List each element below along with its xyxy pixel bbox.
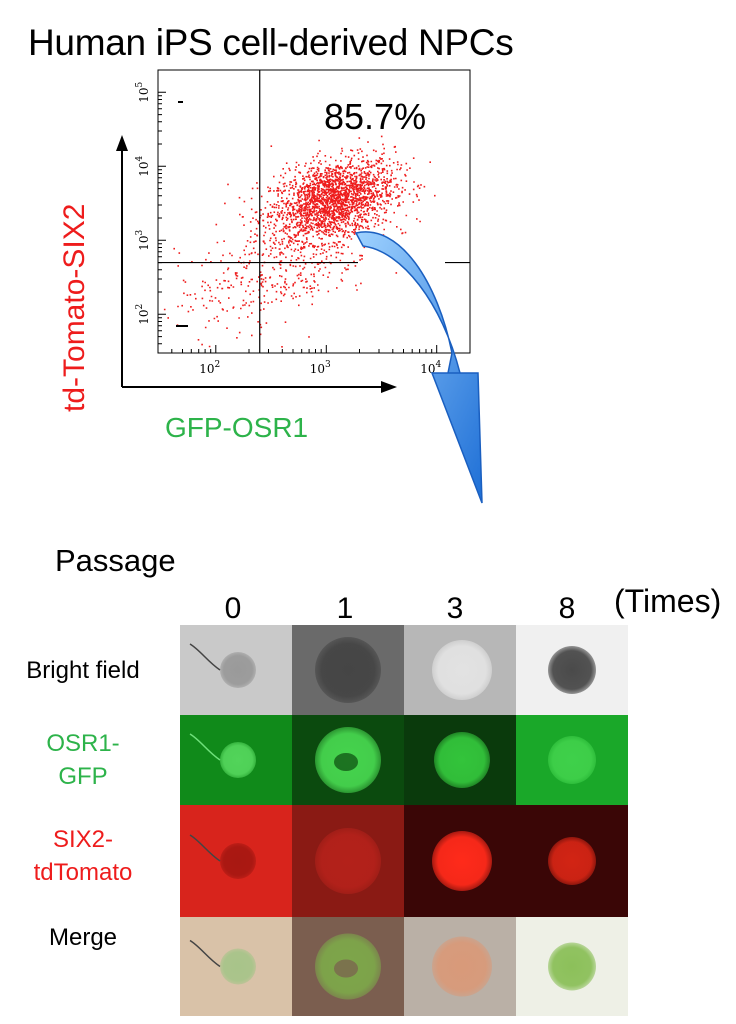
micrograph-image [180,625,292,715]
y-tick-exponent: 3 [135,230,145,236]
micrograph-image [292,715,404,805]
row-label-six2-tdtomato: SIX2- tdTomato [0,823,166,889]
micrograph-image [404,625,516,715]
micrograph-merge-passage-1 [292,917,404,1016]
micrograph-image [180,715,292,805]
figure-title: Human iPS cell-derived NPCs [28,22,514,63]
y-tick-exponent: 2 [135,304,145,310]
micrograph-osr1-gfp-passage-8 [516,715,628,805]
row-label-merge: Merge [0,921,166,954]
micrograph-image [516,917,628,1016]
y-tick-base: 10 [137,310,151,325]
micrograph-image [292,805,404,917]
micrograph-six2-tdtomato-passage-3 [404,805,516,917]
micrograph-osr1-gfp-passage-1 [292,715,404,805]
row-label-line: Merge [48,924,118,951]
micrograph-merge-passage-3 [404,917,516,1016]
micrograph-osr1-gfp-passage-0 [180,715,292,805]
facs-dot-cloud [163,135,436,348]
row-label-line: tdTomato [33,859,133,886]
micrograph-image [404,805,516,917]
facs-y-axis-label: td-Tomato-SIX2 [58,203,91,412]
x-tick-exponent: 4 [436,360,442,370]
micrograph-bright-field-passage-8 [516,625,628,715]
facs-plot-frame [157,69,471,354]
micrograph-bright-field-passage-1 [292,625,404,715]
micrograph-image [404,715,516,805]
facs-y-axis-arrowhead [116,135,128,151]
facs-gate-percentage: 85.7% [324,96,427,137]
row-label-line: OSR1- [46,730,120,757]
micrograph-bright-field-passage-0 [180,625,292,715]
micrograph-image [516,715,628,805]
micrograph-merge-passage-8 [516,917,628,1016]
y-tick-exponent: 4 [135,156,145,162]
x-tick-exponent: 2 [215,360,221,370]
y-tick-base: 10 [137,236,151,251]
facs-x-axis-arrowhead [381,381,397,393]
y-tick-base: 10 [137,88,151,103]
row-label-osr1-gfp: OSR1- GFP [0,727,166,793]
row-label-bright-field: Bright field [0,654,166,687]
facs-tick-marks [157,69,471,354]
facs-tick-path [157,69,471,354]
facs-dots [163,135,436,348]
micrograph-image [180,805,292,917]
micrograph-grid [180,625,628,1016]
pointer-arrow-icon [354,231,483,504]
passage-unit-label: (Times) [614,583,722,619]
facs-x-axis-label: GFP-OSR1 [165,412,309,443]
y-tick-label: 102 [135,304,151,325]
row-label-line: Bright field [26,657,140,684]
micrograph-six2-tdtomato-passage-0 [180,805,292,917]
passage-column-3: 3 [446,592,464,625]
micrograph-image [292,625,404,715]
micrograph-image [516,625,628,715]
y-tick-label: 105 [135,82,151,103]
row-label-line: GFP [58,763,108,790]
micrograph-bright-field-passage-3 [404,625,516,715]
passage-label: Passage [55,543,176,578]
micrograph-osr1-gfp-passage-3 [404,715,516,805]
micrograph-merge-passage-0 [180,917,292,1016]
y-tick-label: 103 [135,230,151,251]
micrograph-image [180,917,292,1016]
x-tick-label: 102 [199,360,220,376]
row-label-line: SIX2- [52,826,114,853]
passage-column-8: 8 [558,592,576,625]
passage-column-0: 0 [224,592,242,625]
passage-column-1: 1 [336,592,354,625]
micrograph-six2-tdtomato-passage-8 [516,805,628,917]
y-tick-base: 10 [137,162,151,177]
micrograph-image [404,917,516,1016]
micrograph-image [516,805,628,917]
micrograph-image [292,917,404,1016]
x-tick-base: 10 [199,362,214,376]
micrograph-six2-tdtomato-passage-1 [292,805,404,917]
y-tick-exponent: 5 [135,82,145,88]
x-tick-base: 10 [310,362,325,376]
x-tick-exponent: 3 [325,360,331,370]
x-tick-label: 103 [310,360,331,376]
y-tick-label: 104 [135,156,151,177]
